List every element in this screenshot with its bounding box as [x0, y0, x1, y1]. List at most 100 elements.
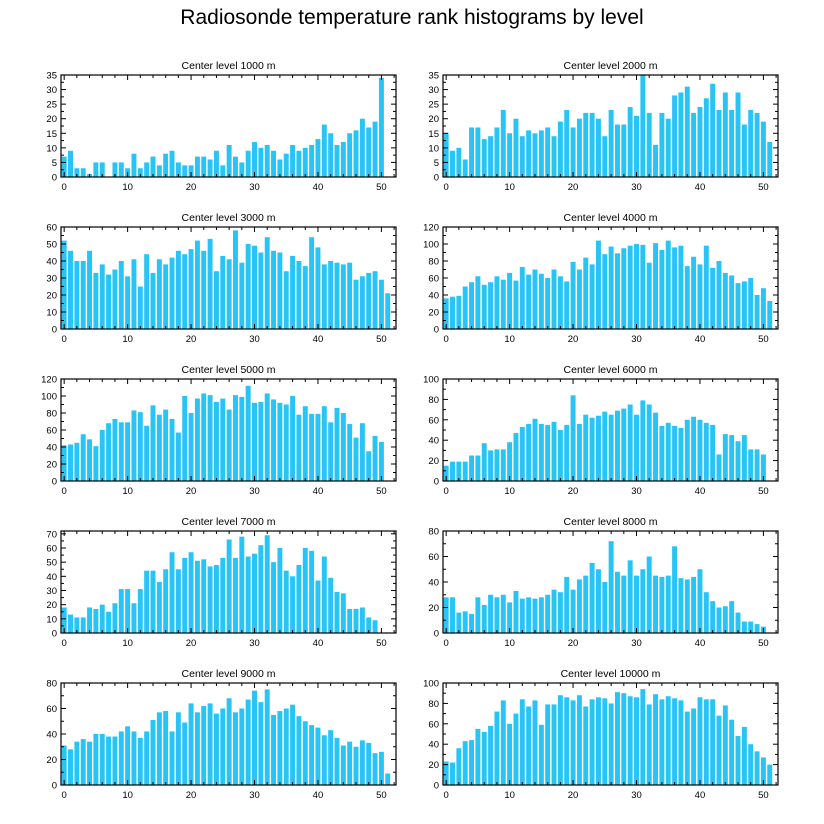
panel-title: Center level 2000 m [564, 60, 658, 72]
histogram-bar [526, 423, 532, 481]
histogram-bar [513, 590, 519, 633]
histogram-bar [290, 144, 296, 177]
histogram-bar [347, 608, 353, 633]
histogram-bar [659, 425, 665, 481]
x-tick-label: 30 [249, 182, 260, 193]
histogram-bar [608, 414, 614, 481]
histogram-bar [372, 753, 378, 786]
histogram-bar [366, 617, 372, 633]
histogram-bar [334, 591, 340, 633]
panel-title: Center level 3000 m [182, 212, 276, 224]
histogram-bar [538, 423, 544, 481]
histogram-bar [207, 703, 213, 785]
histogram-bar [481, 604, 487, 633]
histogram-bar [340, 593, 346, 633]
histogram-bar [615, 253, 620, 329]
histogram-bar [748, 278, 754, 329]
histogram-bar [226, 539, 232, 633]
x-tick-label: 20 [568, 790, 579, 801]
histogram-bar [488, 725, 494, 785]
x-tick-label: 0 [444, 334, 449, 345]
x-tick-label: 10 [504, 334, 515, 345]
histogram-bar [754, 449, 760, 481]
histogram-bar [207, 159, 213, 177]
histogram-bar [80, 168, 86, 177]
x-tick-label: 40 [313, 486, 324, 497]
histogram-bar [194, 240, 200, 329]
histogram-bar [309, 144, 315, 177]
histogram-bar [595, 415, 601, 481]
histogram-bar [678, 245, 684, 329]
histogram-bar [131, 731, 137, 785]
histogram-bar [137, 412, 143, 481]
x-tick-label: 20 [186, 790, 197, 801]
histogram-bar [271, 399, 277, 481]
histogram-bar [710, 699, 716, 785]
histogram-bar [277, 711, 283, 785]
histogram-bar [615, 410, 620, 481]
y-tick-label: 60 [46, 544, 57, 555]
x-tick-label: 50 [376, 638, 387, 649]
y-tick-label: 80 [46, 679, 57, 690]
histogram-bar [557, 695, 563, 785]
histogram-bar [634, 414, 639, 481]
histogram-bar [125, 276, 131, 329]
histogram-bar [602, 411, 608, 481]
histogram-panel: Center level 6000 m 0 10 20 30 40 50 0 20 40 60 80 1… [423, 364, 779, 497]
histogram-bar [475, 455, 481, 481]
x-tick-label: 30 [631, 790, 642, 801]
histogram-bar [634, 575, 639, 634]
histogram-bar [621, 248, 627, 329]
panel-title: Center level 5000 m [182, 364, 276, 376]
histogram-bar [627, 245, 633, 329]
histogram-bar [80, 739, 86, 785]
histogram-bar [99, 162, 105, 177]
histogram-bar [710, 601, 716, 634]
histogram-bar [602, 698, 608, 785]
histogram-bar [621, 124, 627, 177]
y-tick-label: 20 [46, 291, 57, 302]
histogram-bar [150, 719, 156, 785]
histogram-bar [207, 238, 213, 329]
histogram-bar [378, 751, 384, 785]
x-tick-label: 30 [249, 790, 260, 801]
histogram-bar [640, 689, 646, 785]
histogram-bar [264, 535, 270, 633]
histogram-bar [615, 692, 620, 785]
histogram-bar [378, 279, 384, 329]
y-tick-label: 20 [428, 308, 439, 319]
x-tick-label: 10 [122, 334, 133, 345]
histogram-bar [532, 133, 538, 177]
y-tick-label: 0 [52, 325, 57, 336]
histogram-bar [340, 142, 346, 177]
y-tick-label: 20 [46, 114, 57, 125]
histogram-bar [507, 133, 513, 177]
histogram-bar [61, 445, 67, 481]
histogram-bar [653, 243, 659, 329]
histogram-bar [481, 731, 487, 785]
histogram-bar [366, 272, 372, 329]
histogram-bar [735, 736, 741, 785]
histogram-bar [347, 741, 353, 785]
histogram-bar [112, 162, 118, 177]
histogram-bar [583, 414, 589, 481]
histogram-bar [137, 168, 143, 177]
histogram-bar [93, 608, 99, 633]
histogram-bar [665, 240, 671, 329]
histogram-bar [640, 75, 646, 177]
histogram-bar [309, 237, 315, 329]
histogram-bar [99, 264, 105, 329]
histogram-bar [188, 249, 194, 329]
x-tick-label: 30 [249, 638, 260, 649]
histogram-bar [684, 266, 690, 329]
histogram-bar [672, 698, 678, 785]
histogram-bar [627, 696, 633, 785]
histogram-bar [494, 276, 500, 329]
histogram-bar [353, 279, 359, 329]
panel-title: Center level 7000 m [182, 516, 276, 528]
panel-title: Center level 4000 m [564, 212, 658, 224]
histogram-bar [328, 422, 334, 481]
histogram-bar [169, 257, 175, 329]
histogram-bar [175, 250, 181, 329]
